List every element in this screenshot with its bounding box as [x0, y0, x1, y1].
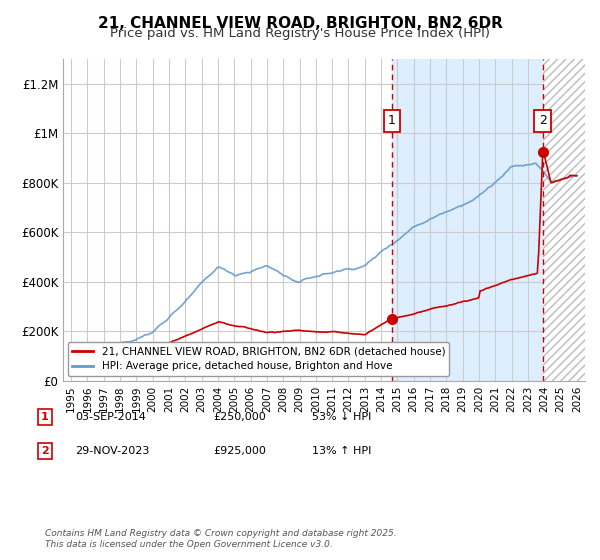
Bar — [543, 59, 600, 381]
Text: 21, CHANNEL VIEW ROAD, BRIGHTON, BN2 6DR: 21, CHANNEL VIEW ROAD, BRIGHTON, BN2 6DR — [98, 16, 502, 31]
Text: 2: 2 — [539, 114, 547, 127]
Text: 1: 1 — [41, 412, 49, 422]
Legend: 21, CHANNEL VIEW ROAD, BRIGHTON, BN2 6DR (detached house), HPI: Average price, d: 21, CHANNEL VIEW ROAD, BRIGHTON, BN2 6DR… — [68, 342, 449, 376]
Text: 2: 2 — [41, 446, 49, 456]
Text: Price paid vs. HM Land Registry's House Price Index (HPI): Price paid vs. HM Land Registry's House … — [110, 27, 490, 40]
Text: 29-NOV-2023: 29-NOV-2023 — [75, 446, 149, 456]
Bar — [392, 59, 543, 381]
Text: 1: 1 — [388, 114, 396, 127]
Text: 03-SEP-2014: 03-SEP-2014 — [75, 412, 146, 422]
Text: £250,000: £250,000 — [213, 412, 266, 422]
Text: Contains HM Land Registry data © Crown copyright and database right 2025.
This d: Contains HM Land Registry data © Crown c… — [45, 529, 397, 549]
Text: £925,000: £925,000 — [213, 446, 266, 456]
Text: 53% ↓ HPI: 53% ↓ HPI — [312, 412, 371, 422]
Text: 13% ↑ HPI: 13% ↑ HPI — [312, 446, 371, 456]
Bar — [543, 59, 600, 381]
